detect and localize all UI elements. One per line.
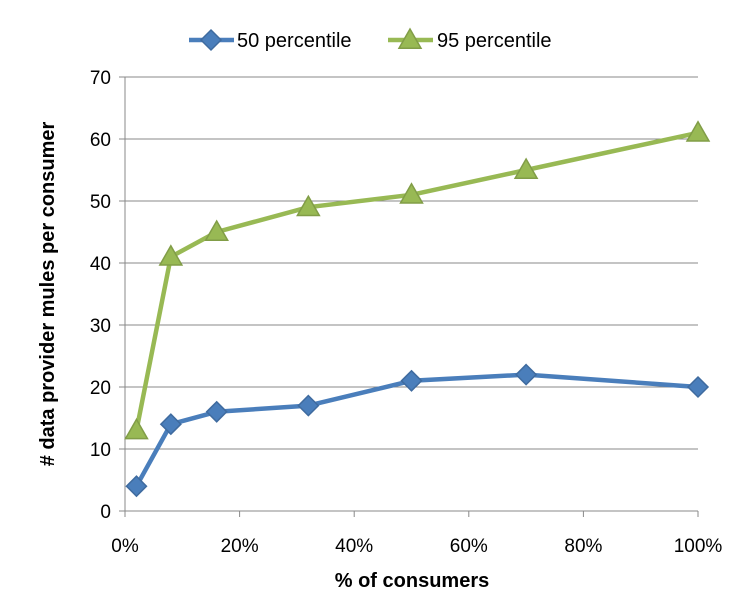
data-point [686,375,710,399]
triangle-marker-icon [397,27,423,49]
legend: 50 percentile 95 percentile [189,27,552,52]
x-tick-label: 60% [450,536,488,557]
data-point [159,413,182,436]
data-point [204,219,229,241]
x-axis-ticks: 0% 20% 40% 60% 80% 100% [111,536,722,557]
y-tick-label: 60 [90,130,111,151]
x-axis-title: % of consumers [335,570,489,592]
series-2 [124,120,711,440]
legend-label: 50 percentile [237,30,352,52]
data-point [515,363,538,386]
x-tick-label: 20% [221,536,259,557]
data-point [297,394,320,417]
data-point [685,120,711,142]
data-point [400,369,423,392]
series-layer [124,120,711,498]
y-axis-title: # data provider mules per consumer [37,122,59,467]
data-point [296,194,321,217]
legend-item-1: 50 percentile [189,28,352,52]
diamond-marker-icon [199,28,223,52]
data-point [124,417,149,440]
data-point [399,182,424,204]
x-tick-label: 100% [674,536,723,557]
series-line [134,372,699,488]
legend-item-2: 95 percentile [388,27,552,52]
data-point [158,244,184,266]
y-tick-label: 70 [90,68,111,89]
x-tick-label: 40% [335,536,373,557]
data-point [205,400,228,423]
series-1 [125,363,710,498]
data-point [125,475,148,498]
y-tick-label: 40 [90,254,111,275]
y-tick-label: 20 [90,378,111,399]
gridlines [125,76,698,450]
y-tick-label: 50 [90,192,111,213]
x-tick-label: 0% [111,536,139,557]
x-tick-label: 80% [564,536,602,557]
data-point [513,157,539,179]
y-tick-label: 10 [90,440,111,461]
y-tick-label: 0 [100,502,111,523]
legend-label: 95 percentile [437,30,552,52]
axes [119,76,699,517]
y-tick-label: 30 [90,316,111,337]
y-axis-ticks: 0 10 20 30 40 50 60 70 [90,68,111,523]
